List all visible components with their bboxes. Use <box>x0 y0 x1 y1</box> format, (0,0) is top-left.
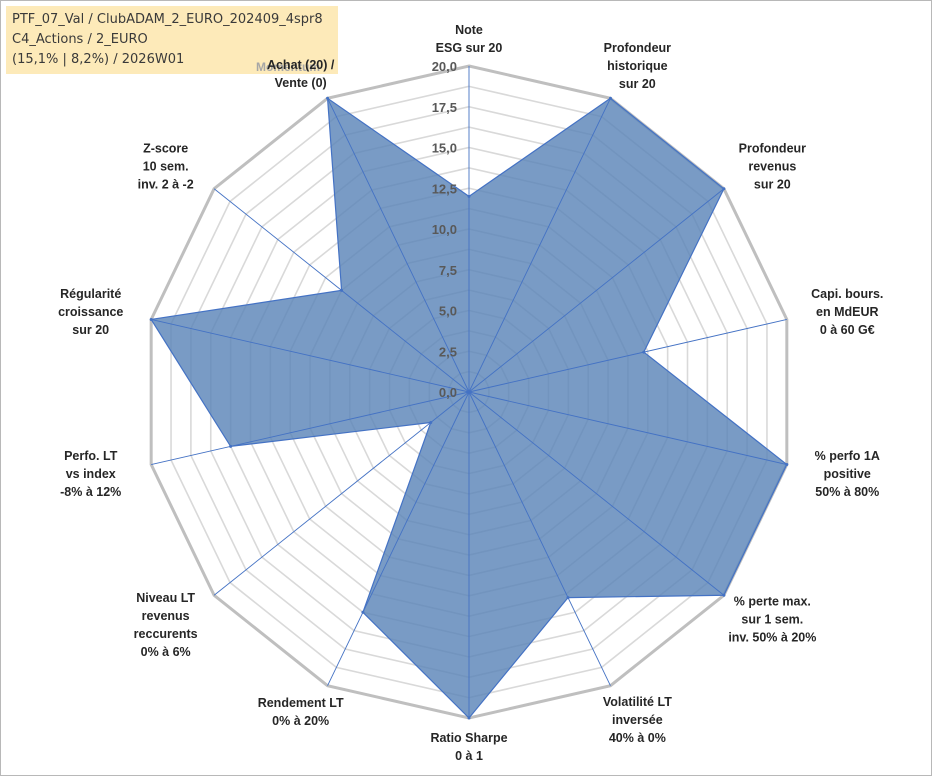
axis-label-line: inversée <box>612 713 663 727</box>
tick-label: 12,5 <box>432 181 457 196</box>
axis-label-line: 0 à 60 G€ <box>820 323 875 337</box>
axis-label-line: inv. 2 à -2 <box>138 178 194 192</box>
axis-label-line: Rendement LT <box>258 696 344 710</box>
axis-label-line: Profondeur <box>739 142 806 156</box>
axis-label-line: Achat (20) / <box>267 58 335 72</box>
axis-spoke <box>468 98 611 393</box>
radar-axis-labels: Note ESG sur 20 Profondeur historique sur 20… <box>58 23 883 763</box>
axis-label: Profondeur revenus sur 20 <box>739 142 806 192</box>
axis-label: % perfo 1A positive 50% à 80% <box>815 449 880 499</box>
portfolio-info-box: PTF_07_Val / ClubADAM_2_EURO_202409_4spr… <box>6 6 338 74</box>
axis-label: Rendement LT 0% à 20% <box>258 696 344 728</box>
axis-spoke <box>468 391 787 465</box>
axis-label-line: vs index <box>66 467 116 481</box>
axis-label-line: reccurents <box>134 627 198 641</box>
axis-label-line: % perfo 1A <box>815 449 880 463</box>
axis-spoke <box>151 319 470 393</box>
axis-label-line: revenus <box>748 160 796 174</box>
axis-label-line: positive <box>824 467 871 481</box>
axis-label-line: sur 20 <box>72 323 109 337</box>
axis-label-line: 10 sem. <box>143 160 189 174</box>
axis-label-line: Ratio Sharpe <box>430 731 507 745</box>
axis-label: Perfo. LT vs index -8% à 12% <box>60 449 121 499</box>
axis-label-line: Note <box>455 23 483 37</box>
axis-label-line: ESG sur 20 <box>436 41 503 55</box>
axis-label-line: 0 à 1 <box>455 749 483 763</box>
axis-spoke <box>151 391 470 465</box>
axis-label-line: % perte max. <box>734 594 811 608</box>
axis-label-line: Capi. bours. <box>811 287 883 301</box>
tick-label: 5,0 <box>439 304 457 319</box>
axis-spoke <box>468 319 787 393</box>
axis-label: Capi. bours. en MdEUR 0 à 60 G€ <box>811 287 883 337</box>
axis-spoke <box>468 391 611 686</box>
axis-label: Achat (20) / Vente (0) <box>267 58 335 90</box>
axis-spoke <box>468 188 725 393</box>
axis-spoke <box>468 391 725 596</box>
axis-label-line: Régularité <box>60 287 121 301</box>
portfolio-title: PTF_07_Val / ClubADAM_2_EURO_202409_4spr… <box>12 12 323 27</box>
axis-spoke <box>327 391 470 686</box>
axis-spoke <box>213 188 470 393</box>
radar-spokes <box>151 66 787 718</box>
axis-label: Note ESG sur 20 <box>436 23 503 55</box>
axis-label: % perte max. sur 1 sem. inv. 50% à 20% <box>728 594 816 644</box>
portfolio-stats: (15,1% | 8,2%) / 2026W01 <box>12 52 185 67</box>
axis-label-line: Z-score <box>143 142 188 156</box>
tick-label: 7,5 <box>439 263 457 278</box>
axis-label-line: 40% à 0% <box>609 731 666 745</box>
axis-label: Ratio Sharpe 0 à 1 <box>430 731 507 763</box>
axis-label-line: 50% à 80% <box>815 485 879 499</box>
axis-label-line: sur 1 sem. <box>741 612 803 626</box>
axis-label: Z-score 10 sem. inv. 2 à -2 <box>138 142 194 192</box>
axis-label-line: Volatilité LT <box>603 695 672 709</box>
axis-spoke <box>327 98 470 393</box>
axis-label-line: Perfo. LT <box>64 449 118 463</box>
axis-label-line: croissance <box>58 305 123 319</box>
momentum-label: Momentum <box>256 60 320 74</box>
radar-tick-labels: 0,0 2,5 5,0 7,5 10,0 12,5 15,0 17,5 20,0 <box>432 59 457 400</box>
tick-label: 10,0 <box>432 222 457 237</box>
tick-label: 20,0 <box>432 59 457 74</box>
tick-label: 15,0 <box>432 141 457 156</box>
axis-spoke <box>213 391 470 596</box>
tick-label: 2,5 <box>439 344 457 359</box>
axis-label-line: sur 20 <box>754 178 791 192</box>
axis-label-line: Niveau LT <box>136 591 195 605</box>
axis-label: Volatilité LT inversée 40% à 0% <box>603 695 672 745</box>
axis-label-line: en MdEUR <box>816 305 879 319</box>
axis-label-line: Profondeur <box>604 41 671 55</box>
axis-label: Niveau LT revenus reccurents 0% à 6% <box>134 591 198 659</box>
axis-label-line: historique <box>607 59 667 73</box>
axis-label-line: sur 20 <box>619 77 656 91</box>
portfolio-category: C4_Actions / 2_EURO <box>12 32 148 47</box>
axis-label: Régularité croissance sur 20 <box>58 287 123 337</box>
tick-label: 0,0 <box>439 385 457 400</box>
axis-label-line: 0% à 6% <box>141 645 191 659</box>
axis-label-line: revenus <box>142 609 190 623</box>
axis-label-line: -8% à 12% <box>60 485 121 499</box>
axis-label-line: 0% à 20% <box>272 714 329 728</box>
axis-label-line: inv. 50% à 20% <box>728 630 816 644</box>
axis-label: Profondeur historique sur 20 <box>604 41 671 91</box>
axis-label-line: Vente (0) <box>275 76 327 90</box>
tick-label: 17,5 <box>432 100 457 115</box>
